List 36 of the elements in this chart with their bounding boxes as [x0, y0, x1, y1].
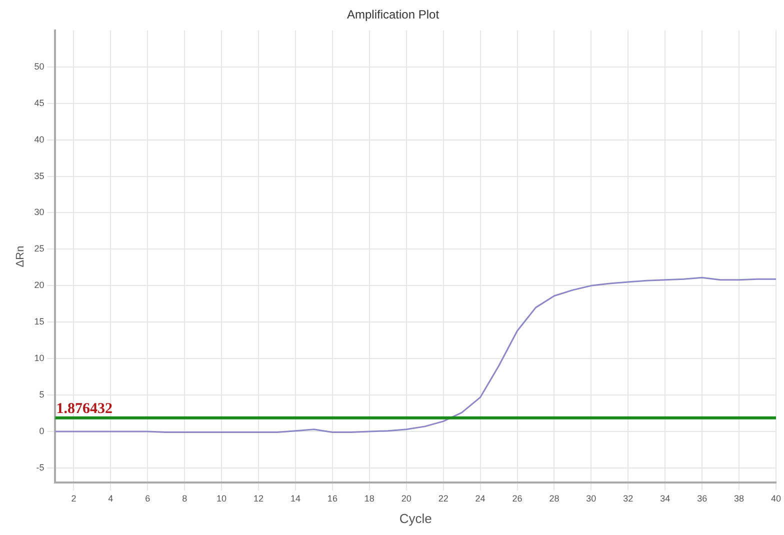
y-tick-label: 35 — [34, 170, 44, 181]
x-axis-title: Cycle — [399, 510, 432, 526]
x-tick-label: 32 — [623, 493, 634, 504]
y-tick-label: 25 — [34, 244, 44, 254]
x-tick-label: 16 — [327, 493, 338, 504]
x-tick-label: 40 — [770, 493, 781, 504]
y-tick-label: 10 — [34, 353, 44, 364]
x-tick-label: 22 — [438, 493, 448, 504]
y-tick-label: 50 — [34, 61, 44, 72]
y-tick-label: 15 — [34, 316, 44, 327]
x-tick-label: 10 — [216, 493, 227, 504]
x-tick-label: 12 — [254, 493, 264, 504]
x-tick-label: 6 — [145, 493, 150, 504]
x-tick-label: 30 — [586, 493, 596, 504]
x-tick-label: 8 — [182, 493, 188, 504]
x-tick-label: 18 — [364, 493, 374, 504]
x-tick-label: 4 — [108, 493, 114, 504]
y-tick-label: 30 — [34, 207, 44, 218]
x-tick-label: 24 — [475, 493, 486, 504]
chart-title: Amplification Plot — [346, 8, 440, 22]
y-tick-label: 0 — [39, 426, 44, 436]
y-tick-label: 45 — [34, 98, 44, 108]
x-tick-label: 26 — [512, 493, 522, 504]
x-tick-label: 36 — [697, 493, 708, 504]
x-tick-label: 20 — [401, 493, 412, 504]
ref-line-label: 1.876432 — [56, 401, 112, 418]
x-tick-label: 2 — [71, 493, 76, 504]
x-tick-label: 28 — [549, 493, 560, 504]
y-tick-label: 40 — [34, 134, 44, 144]
x-tick-label: 34 — [660, 493, 670, 504]
y-tick-label: -5 — [36, 462, 44, 472]
y-axis-title: ΔRn — [14, 246, 27, 268]
x-tick-label: 38 — [734, 493, 744, 504]
y-tick-label: 5 — [39, 390, 44, 400]
y-tick-label: 20 — [34, 280, 44, 290]
x-tick-label: 14 — [290, 493, 300, 504]
